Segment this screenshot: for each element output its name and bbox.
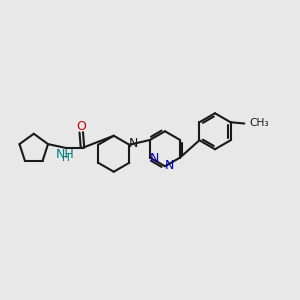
Text: N: N [165, 159, 174, 172]
Text: CH₃: CH₃ [249, 118, 269, 128]
Text: O: O [76, 120, 86, 134]
Text: NH: NH [56, 148, 75, 160]
Text: H: H [62, 153, 70, 164]
Text: N: N [129, 137, 139, 150]
Text: N: N [150, 152, 159, 165]
